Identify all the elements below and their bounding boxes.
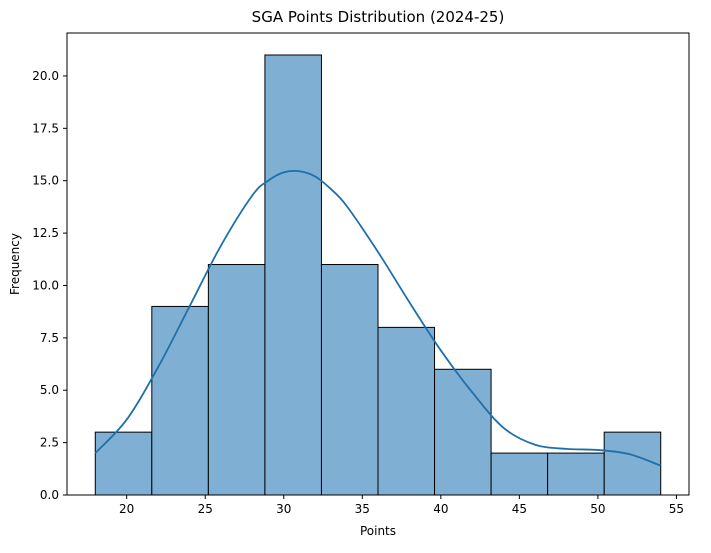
y-tick-label: 17.5 <box>32 121 59 135</box>
x-tick-label: 45 <box>512 502 527 516</box>
histogram-bar-0 <box>94 431 153 496</box>
histogram-bar-5 <box>377 326 436 496</box>
histogram-bars <box>94 54 662 496</box>
x-tick-label: 55 <box>669 502 684 516</box>
y-tick-label: 10.0 <box>32 278 59 292</box>
y-axis-label: Frequency <box>8 233 22 295</box>
y-tick-label: 7.5 <box>40 331 59 345</box>
x-tick-label: 50 <box>590 502 605 516</box>
chart-title: SGA Points Distribution (2024-25) <box>252 8 505 26</box>
y-tick-label: 20.0 <box>32 69 59 83</box>
y-tick-label: 15.0 <box>32 174 59 188</box>
histogram-bar-4 <box>320 264 379 496</box>
x-axis-ticks: 20 25 30 35 40 45 50 55 <box>119 495 684 516</box>
histogram-bar-2 <box>207 264 266 496</box>
histogram-bar-7 <box>490 452 549 496</box>
x-tick-label: 20 <box>119 502 134 516</box>
y-tick-label: 5.0 <box>40 383 59 397</box>
x-tick-label: 25 <box>198 502 213 516</box>
histogram-bar-8 <box>547 452 605 496</box>
kde-curve <box>94 169 662 467</box>
x-tick-label: 35 <box>355 502 370 516</box>
x-axis-label: Points <box>360 524 396 538</box>
y-tick-label: 2.5 <box>40 436 59 450</box>
x-tick-label: 30 <box>276 502 291 516</box>
y-tick-label: 12.5 <box>32 226 59 240</box>
histogram-bar-9 <box>603 431 662 496</box>
histogram-bar-6 <box>434 368 492 496</box>
histogram-bar-1 <box>151 305 209 496</box>
x-tick-label: 40 <box>433 502 448 516</box>
y-axis-ticks: 0.0 2.5 5.0 7.5 10.0 12.5 15.0 17.5 20.0 <box>32 69 67 502</box>
y-tick-label: 0.0 <box>40 488 59 502</box>
plot-frame <box>66 32 690 496</box>
histogram-bar-3 <box>264 54 322 496</box>
